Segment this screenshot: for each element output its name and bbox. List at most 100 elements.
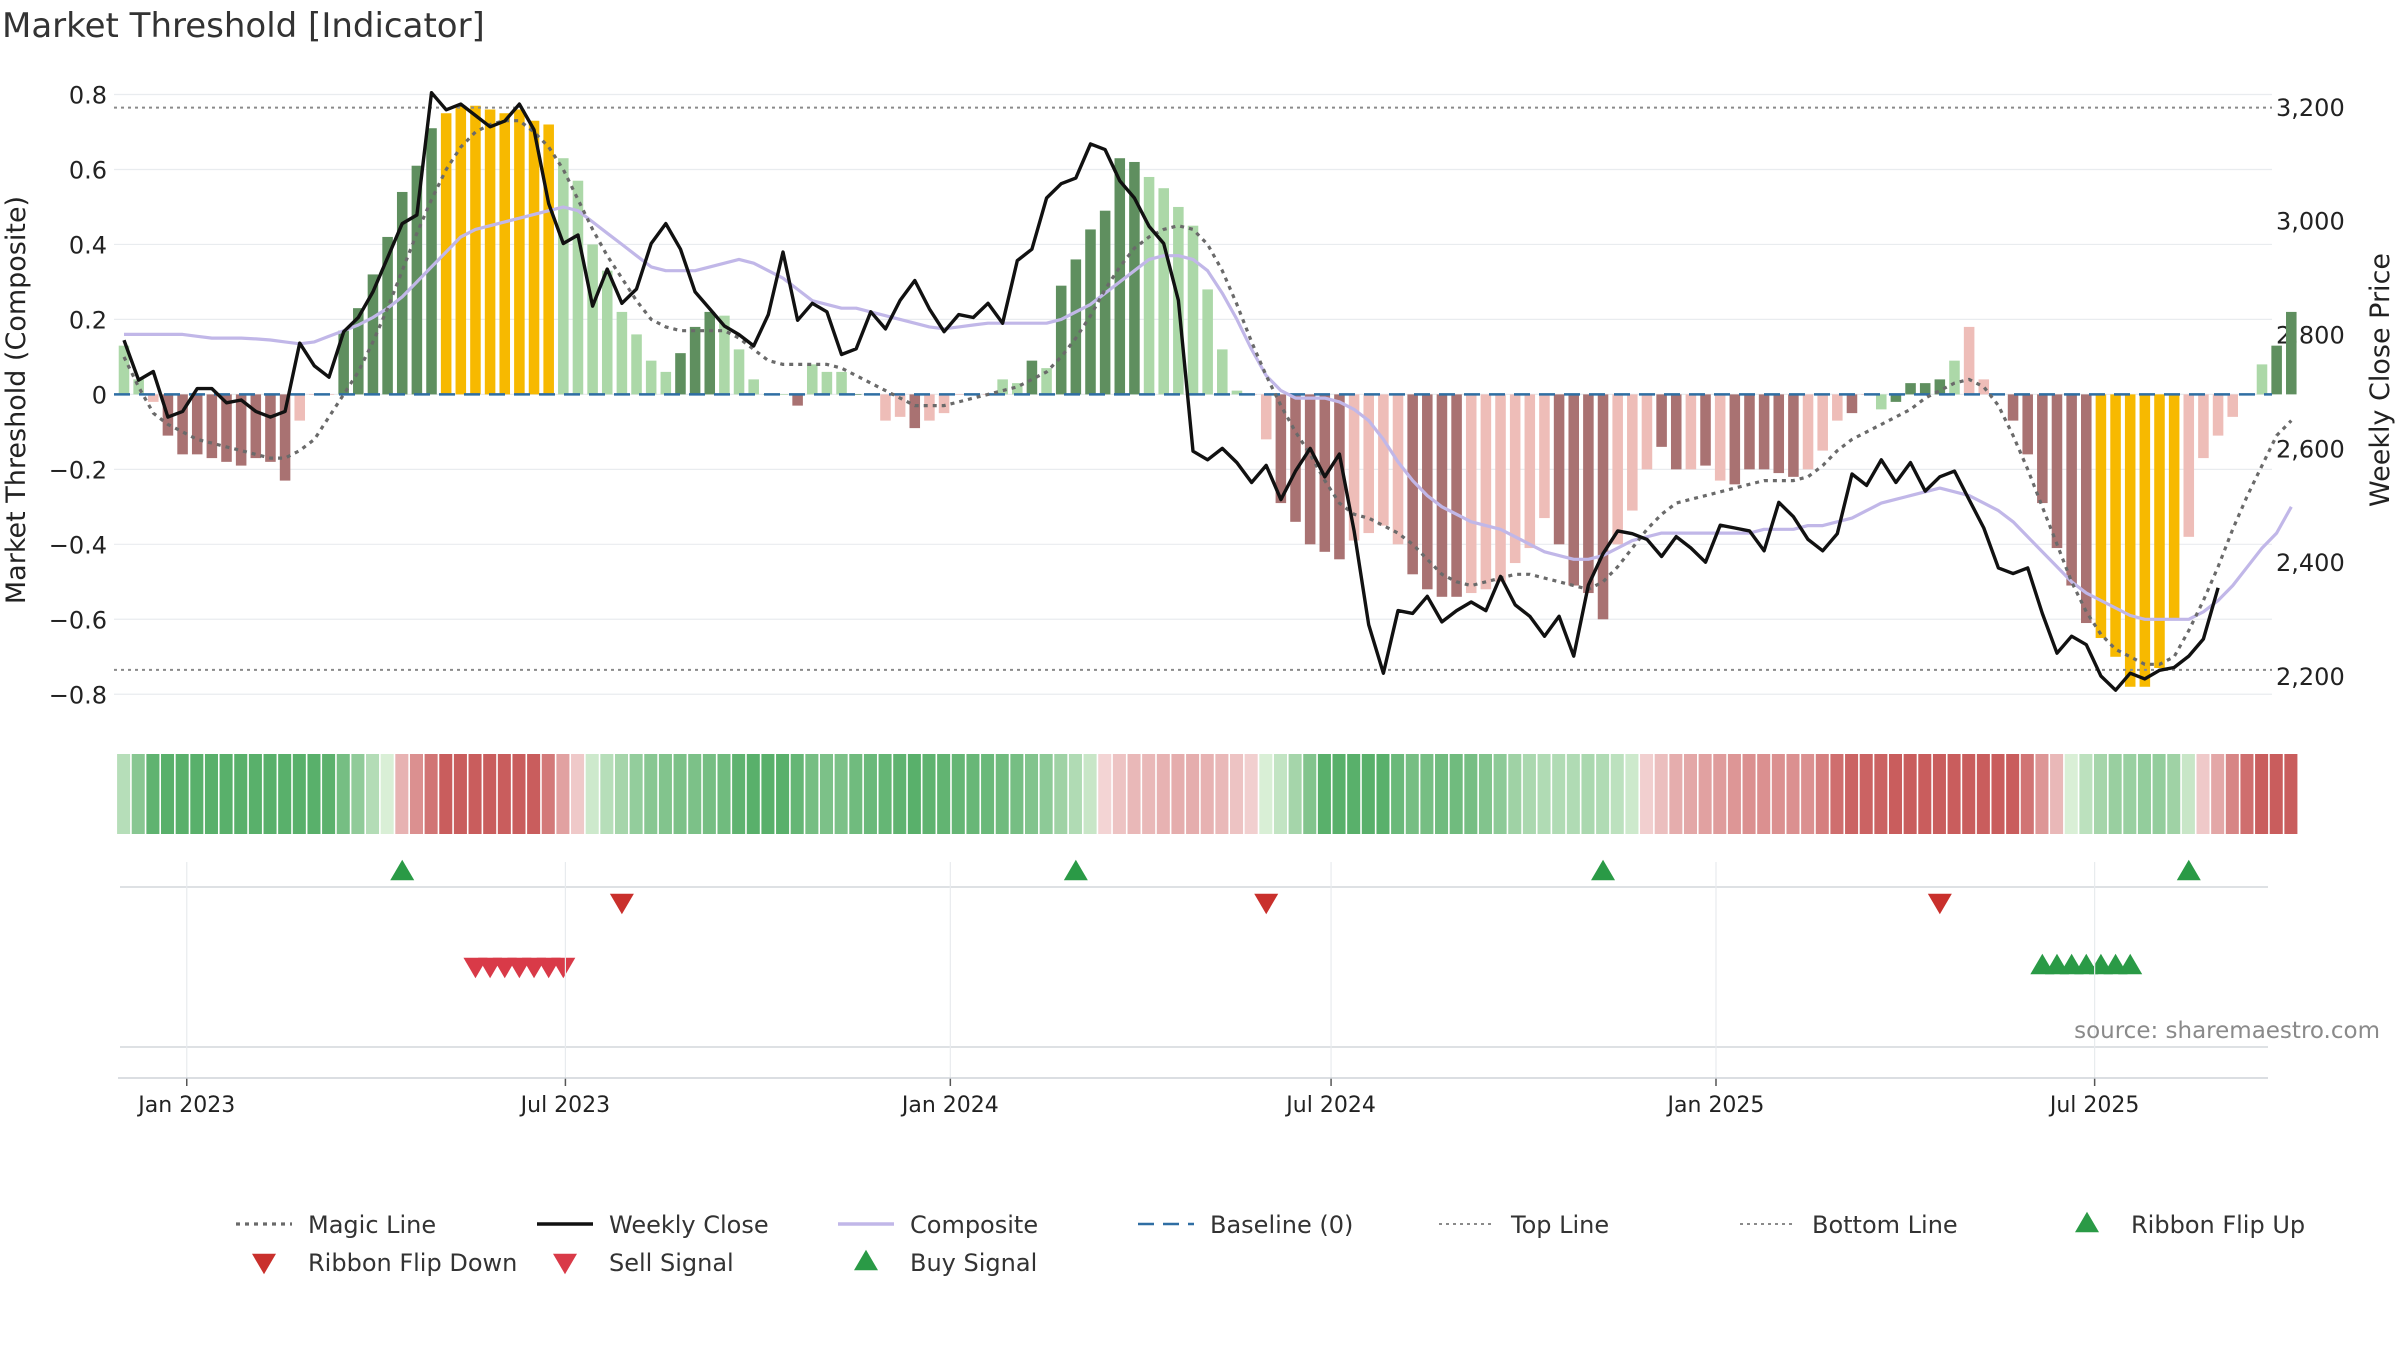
legend-swatch-down-triangle [553, 1253, 577, 1275]
ribbon-cell [717, 754, 731, 834]
y-right-tick-label: 3,000 [2276, 208, 2345, 236]
composite-bar [880, 394, 891, 421]
composite-bar [1641, 394, 1653, 470]
x-tick-label: Jan 2023 [136, 1093, 235, 1118]
ribbon-cell [2211, 754, 2225, 834]
ribbon-cell [307, 754, 321, 834]
composite-bar [221, 394, 232, 462]
composite-bar [353, 308, 364, 395]
composite-bar [118, 345, 130, 395]
y-right-tick-label: 3,200 [2276, 94, 2345, 122]
ribbon-cell [248, 754, 262, 834]
ribbon-cell [732, 754, 746, 834]
composite-bar [1363, 394, 1374, 534]
composite-bar [1465, 394, 1477, 594]
ribbon-cell [629, 754, 643, 834]
ribbon-cell [1815, 754, 1829, 834]
ribbon-cell [1112, 754, 1126, 834]
composite-bar [1919, 383, 1931, 395]
ribbon-cell [322, 754, 336, 834]
ribbon-cell [1435, 754, 1449, 834]
ribbon-cell [409, 754, 423, 834]
ribbon-cell [263, 754, 277, 834]
ribbon-cell [805, 754, 819, 834]
ribbon-cell [292, 754, 306, 834]
ribbon-cell [1874, 754, 1888, 834]
ribbon-cell [1845, 754, 1859, 834]
x-tick-label: Jul 2024 [1284, 1093, 1376, 1118]
ribbon-cell [585, 754, 599, 834]
composite-bar [1436, 394, 1448, 597]
ribbon-cell [1903, 754, 1917, 834]
ribbon-cell [1508, 754, 1522, 834]
composite-line [124, 205, 2293, 621]
composite-bar [704, 311, 716, 395]
ribbon-cell [1171, 754, 1185, 834]
ribbon-cell [2020, 754, 2034, 834]
ribbon-cell [644, 754, 658, 834]
ribbon-cell [395, 754, 409, 834]
composite-bar [250, 394, 262, 459]
composite-bar [1231, 390, 1243, 395]
composite-bar [2066, 394, 2077, 586]
ribbon-cell [2152, 754, 2166, 834]
composite-bar [1143, 176, 1155, 395]
composite-bar [850, 394, 862, 395]
composite-bar [1934, 379, 1946, 395]
ribbon-cell [1918, 754, 1932, 834]
y-left-tick-label: −0.4 [49, 531, 107, 559]
composite-bar [1963, 326, 1975, 395]
y-left-tick-label: −0.2 [49, 456, 107, 484]
legend-swatch-up-triangle [854, 1249, 878, 1271]
ribbon-cell [1947, 754, 1961, 834]
ribbon-cell [1127, 754, 1141, 834]
composite-bar [1568, 394, 1580, 586]
composite-bar [2271, 345, 2282, 395]
ribbon-flip-up-marker [390, 859, 415, 881]
weekly-close-line [122, 90, 2220, 692]
ribbon-cell [2255, 754, 2269, 834]
composite-bar [2227, 394, 2238, 417]
ribbon-cell [2064, 754, 2078, 834]
composite-bar [1890, 394, 1902, 402]
composite-bar [367, 274, 379, 395]
legend-label: Top Line [1510, 1211, 1609, 1239]
composite-bar [1070, 259, 1082, 395]
composite-bar [806, 364, 818, 395]
y-left-tick-label: 0.2 [69, 306, 107, 334]
composite-bar [206, 394, 218, 459]
composite-bar [777, 394, 789, 395]
ribbon-flip-down-marker [1254, 893, 1279, 915]
composite-bar [601, 270, 613, 395]
composite-bar [1817, 394, 1828, 451]
ribbon-cell [1478, 754, 1492, 834]
ribbon-cell [1347, 754, 1361, 834]
ribbon-cell [351, 754, 365, 834]
y-left-tick-label: −0.6 [49, 606, 107, 634]
composite-bar [2183, 394, 2195, 537]
ribbon-cell [1259, 754, 1273, 834]
ribbon-cell [161, 754, 175, 834]
composite-bar [1422, 394, 1433, 590]
ribbon-flip-panel [120, 859, 2268, 915]
composite-bar [1729, 394, 1741, 485]
ribbon-cell [146, 754, 160, 834]
legend-label: Ribbon Flip Up [2131, 1211, 2305, 1239]
ribbon-cell [497, 754, 511, 834]
composite-bar [645, 360, 657, 395]
ribbon-cell [1186, 754, 1200, 834]
ribbon-cell [1420, 754, 1434, 834]
ribbon-cell [1669, 754, 1683, 834]
ribbon-cell [527, 754, 541, 834]
composite-bar [631, 334, 642, 395]
composite-bar [587, 244, 598, 395]
composite-bar [265, 394, 276, 462]
ribbon-cell [1376, 754, 1390, 834]
composite-bar [484, 109, 496, 395]
ribbon-cell [1757, 754, 1771, 834]
composite-bar [133, 379, 144, 395]
composite-bar [572, 180, 584, 395]
composite-bar [2168, 394, 2180, 620]
